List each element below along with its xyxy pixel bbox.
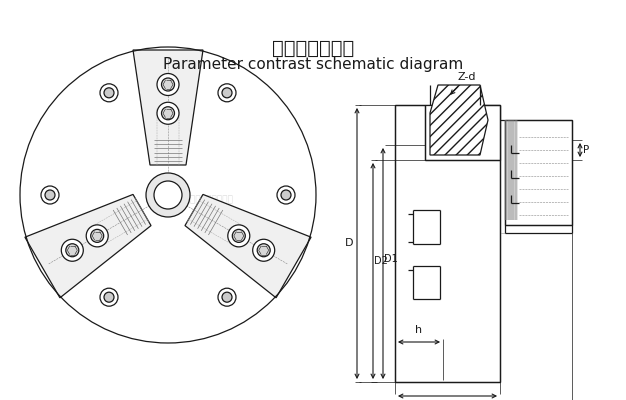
Bar [505, 120, 572, 225]
Polygon shape [185, 194, 311, 298]
Circle shape [86, 225, 108, 247]
Circle shape [157, 102, 179, 124]
Text: Parameter contrast schematic diagram: Parameter contrast schematic diagram [163, 58, 463, 72]
Circle shape [100, 288, 118, 306]
Circle shape [157, 74, 179, 96]
Polygon shape [430, 85, 488, 155]
Text: 参数对照示意图: 参数对照示意图 [272, 38, 354, 58]
Circle shape [45, 190, 55, 200]
Circle shape [104, 292, 114, 302]
Text: 天津珂璃磁机床工具有限公司: 天津珂璃磁机床工具有限公司 [163, 196, 233, 204]
Circle shape [253, 239, 275, 261]
Polygon shape [133, 50, 203, 165]
Circle shape [21, 48, 315, 342]
Text: D1: D1 [384, 254, 398, 264]
Circle shape [257, 244, 270, 257]
Text: h: h [416, 325, 423, 335]
Polygon shape [25, 194, 151, 298]
Circle shape [222, 88, 232, 98]
Circle shape [162, 78, 175, 91]
Circle shape [277, 186, 295, 204]
Circle shape [146, 173, 190, 217]
Circle shape [232, 229, 245, 242]
Circle shape [154, 181, 182, 209]
Circle shape [281, 190, 291, 200]
Text: D: D [344, 238, 353, 248]
Circle shape [61, 239, 83, 261]
Text: P: P [583, 145, 589, 155]
Circle shape [91, 229, 104, 242]
Circle shape [218, 288, 236, 306]
Circle shape [218, 84, 236, 102]
Bar [395, 105, 500, 382]
Circle shape [222, 292, 232, 302]
Text: Z-d: Z-d [451, 72, 476, 94]
Bar [425, 105, 500, 160]
Circle shape [228, 225, 250, 247]
Circle shape [100, 84, 118, 102]
Circle shape [162, 107, 175, 120]
Circle shape [104, 88, 114, 98]
Circle shape [66, 244, 79, 257]
Circle shape [41, 186, 59, 204]
Text: D2: D2 [374, 256, 388, 266]
